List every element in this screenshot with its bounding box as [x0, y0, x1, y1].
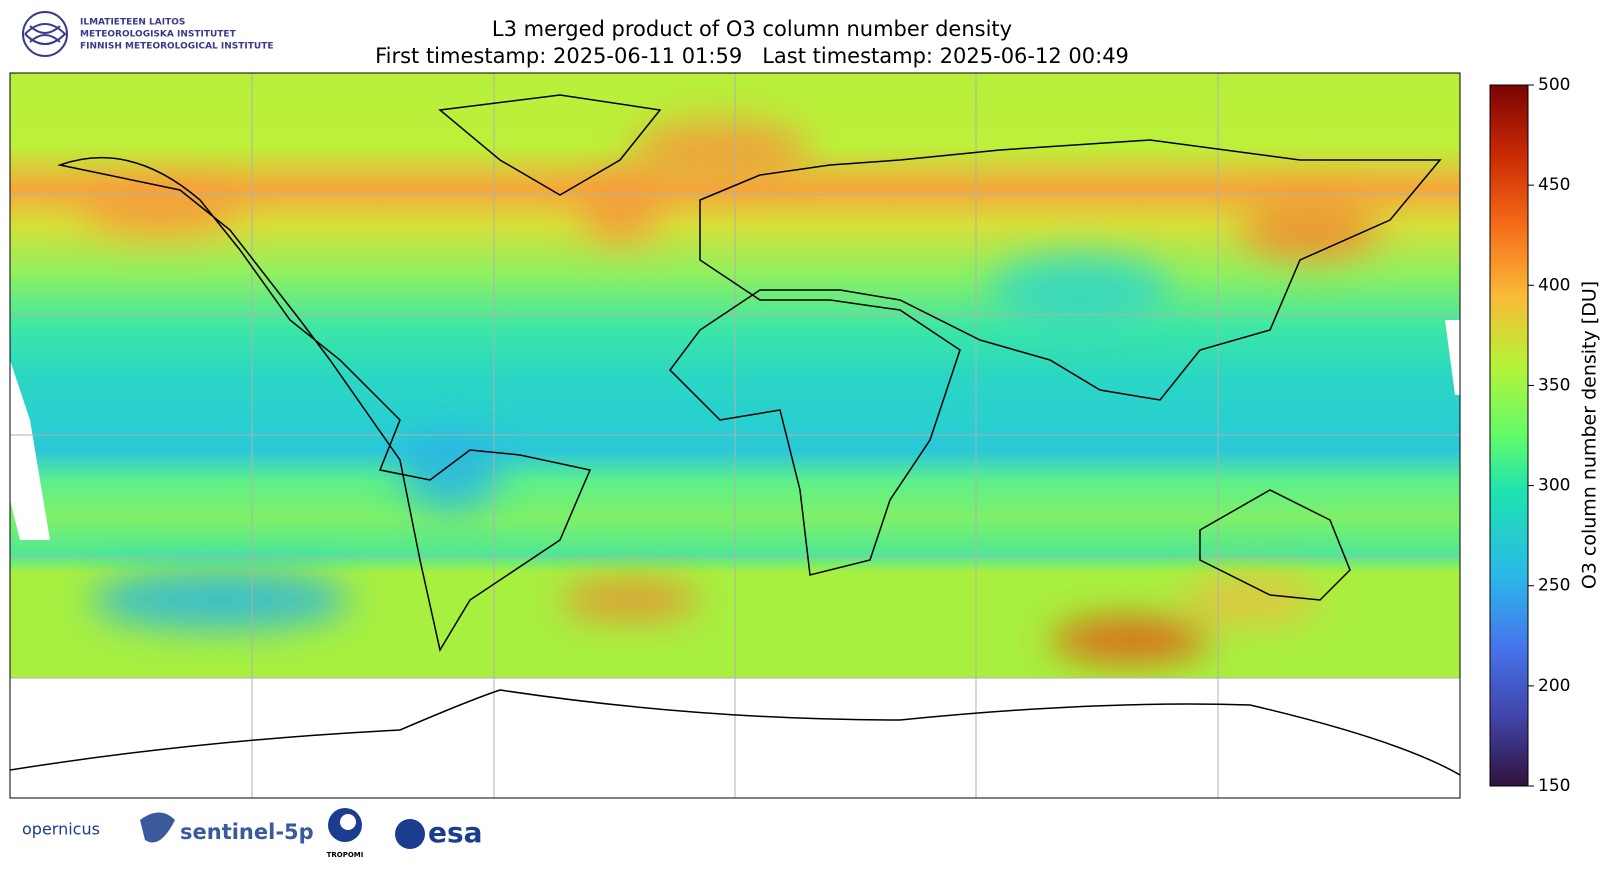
colorbar-ramp — [1489, 84, 1529, 787]
map-title: L3 merged product of O3 column number de… — [492, 17, 1012, 41]
copernicus-logo: opernicus — [22, 820, 100, 839]
colorbar-tick-label: 500 — [1538, 75, 1570, 95]
colorbar-tick-label: 150 — [1538, 776, 1570, 796]
colorbar-tick-label: 300 — [1538, 476, 1570, 496]
footer-logos: opernicus sentinel-5p TROPOMI esa — [22, 808, 483, 859]
logo-text: METEOROLOGISKA INSTITUTET — [80, 30, 237, 40]
sentinel-logo: sentinel-5p — [180, 820, 314, 844]
map-frame — [9, 72, 1461, 799]
colorbar-label: O3 column number density [DU] — [1579, 281, 1601, 589]
colorbar-tick-label: 350 — [1538, 375, 1570, 395]
institute-logo: ILMATIETEEN LAITOS METEOROLOGISKA INSTIT… — [22, 11, 274, 57]
ozone-map — [10, 73, 1460, 798]
logo-text: FINNISH METEOROLOGICAL INSTITUTE — [80, 42, 274, 52]
colorbar-tick-label: 250 — [1538, 576, 1570, 596]
colorbar: O3 column number density [DU] 150 200 250 3… — [1489, 75, 1601, 796]
colorbar-tick-label: 200 — [1538, 676, 1570, 696]
colorbar-tick-label: 400 — [1538, 275, 1570, 295]
tropomi-logo: TROPOMI — [327, 851, 364, 859]
logo-text: ILMATIETEEN LAITOS — [80, 18, 185, 28]
colorbar-tick-label: 450 — [1538, 175, 1570, 195]
map-subtitle: First timestamp: 2025-06-11 01:59 Last t… — [375, 44, 1129, 68]
esa-logo: esa — [428, 816, 483, 849]
